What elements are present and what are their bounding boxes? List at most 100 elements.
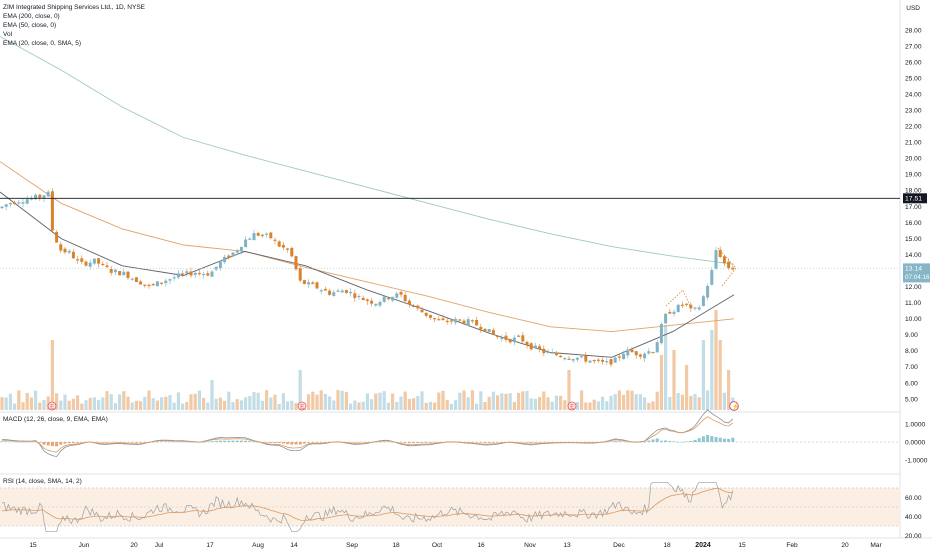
- macd-bar: [407, 442, 411, 444]
- volume-bar: [462, 390, 466, 410]
- price-tick-label: 11.00: [905, 300, 921, 307]
- candle-body: [164, 280, 168, 284]
- volume-bar: [697, 397, 701, 410]
- price-tick-label: 10.00: [905, 316, 922, 323]
- volume-bar: [672, 350, 676, 410]
- macd-bar: [424, 442, 428, 443]
- volume-bar: [265, 390, 269, 410]
- candle-body: [710, 269, 714, 285]
- macd-bar: [357, 442, 361, 443]
- volume-bar: [231, 402, 235, 410]
- volume-bar: [500, 393, 504, 410]
- candle-body: [235, 250, 239, 253]
- volume-bar: [504, 393, 508, 410]
- earnings-marker[interactable]: E: [567, 401, 577, 411]
- ema50-legend[interactable]: EMA (50, close, 0): [3, 22, 57, 29]
- volume-bar: [126, 396, 130, 410]
- candle-body: [529, 343, 533, 350]
- volume-bar: [281, 393, 285, 410]
- volume-bar: [214, 398, 218, 410]
- time-tick-label: 17: [206, 542, 214, 549]
- candle-body: [714, 250, 718, 269]
- macd-bar: [231, 440, 235, 442]
- macd-tick-label: 0.0000: [905, 439, 926, 446]
- symbol-title[interactable]: ZIM Integrated Shipping Services Ltd., 1…: [3, 4, 145, 11]
- dividend-marker[interactable]: ⚡: [729, 401, 740, 411]
- candle-body: [542, 348, 546, 354]
- macd-bar: [210, 441, 214, 442]
- price-scale[interactable]: 28.00 27.00 26.00 25.00 24.00 23.00 22.00 21.00…: [905, 27, 922, 403]
- volume-bar: [105, 391, 109, 410]
- volume-bar: [55, 393, 59, 410]
- macd-bar: [420, 442, 424, 443]
- candle-body: [176, 273, 180, 278]
- candle-body: [559, 355, 563, 358]
- time-tick-label: 18: [392, 542, 400, 549]
- candle-body: [290, 247, 294, 257]
- volume-bar: [193, 393, 197, 410]
- macd-bar: [706, 435, 710, 442]
- volume-bar: [80, 403, 84, 410]
- candle-body: [8, 203, 12, 205]
- earnings-marker[interactable]: E: [297, 401, 307, 411]
- volume-bar: [613, 394, 617, 410]
- level-price-tag: [903, 193, 927, 204]
- candle-body: [605, 361, 609, 363]
- volume-bar: [344, 392, 348, 410]
- candle-body: [143, 284, 147, 286]
- macd-bar: [613, 441, 617, 442]
- candle-body: [319, 290, 323, 292]
- macd-bar: [189, 441, 193, 443]
- svg-text:E: E: [50, 404, 54, 410]
- price-tick-label: 25.00: [905, 75, 922, 82]
- rsi-legend[interactable]: RSI (14, close, SMA, 14, 2): [3, 478, 82, 485]
- candle-body: [588, 360, 592, 363]
- macd-legend[interactable]: MACD (12, 26, close, 9, EMA, EMA): [3, 416, 108, 423]
- macd-bar: [227, 440, 231, 442]
- ema20-legend[interactable]: EMA (20, close, 0, SMA, 5): [3, 40, 82, 47]
- volume-bar: [622, 394, 626, 410]
- macd-bar: [546, 442, 550, 443]
- macd-bar: [475, 442, 479, 443]
- earnings-marker[interactable]: E: [47, 401, 57, 411]
- ema200-legend[interactable]: EMA (200, close, 0): [3, 13, 60, 20]
- main-legend: ZIM Integrated Shipping Services Ltd., 1…: [3, 3, 145, 48]
- volume-bar: [689, 395, 693, 410]
- volume-legend[interactable]: Vol: [3, 31, 13, 38]
- macd-bar: [643, 441, 647, 443]
- volume-bar: [378, 392, 382, 410]
- macd-bar: [466, 442, 470, 443]
- candle-body: [231, 252, 235, 257]
- volume-bar: [651, 401, 655, 410]
- candle-body: [109, 268, 113, 273]
- time-axis[interactable]: 15 Jun 20 Jul 17 Aug 14 Sep 18 Oct 16 Nov 13 Dec 18 202…: [29, 542, 882, 549]
- macd-bar: [319, 442, 323, 443]
- volume-bar: [718, 340, 722, 410]
- candle-body: [172, 277, 176, 279]
- time-tick-label: 2024: [695, 542, 711, 549]
- candle-body: [286, 248, 290, 250]
- volume-bar: [143, 396, 147, 410]
- macd-bar: [605, 441, 609, 443]
- price-tick-label: 9.00: [905, 332, 918, 339]
- candle-body: [626, 349, 630, 356]
- macd-bar: [689, 440, 693, 442]
- macd-bar: [550, 442, 554, 443]
- volume-bar: [21, 402, 25, 410]
- volume-bar: [365, 393, 369, 410]
- candle-body: [500, 337, 504, 340]
- macd-bar: [433, 442, 437, 443]
- candle-body: [206, 273, 210, 276]
- ema-line: [0, 36, 735, 265]
- candle-body: [458, 319, 462, 321]
- price-tick-label: 8.00: [905, 348, 918, 355]
- volume-bar: [101, 397, 105, 410]
- volume-bar: [454, 400, 458, 410]
- candle-body: [622, 353, 626, 360]
- candle-body: [340, 290, 344, 293]
- volume-bar: [727, 370, 731, 410]
- volume-bar: [701, 340, 705, 410]
- macd-bar: [63, 442, 67, 444]
